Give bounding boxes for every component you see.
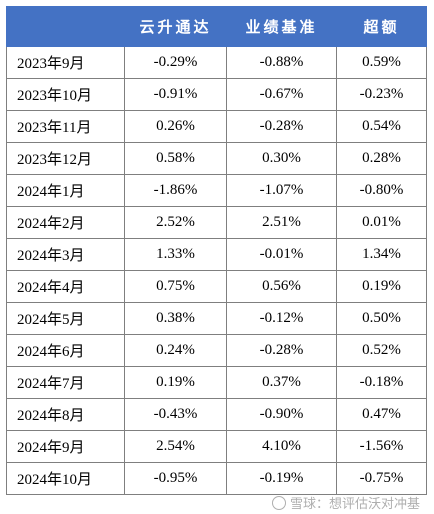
table-row: 2024年5月 0.38% -0.12% 0.50% <box>6 302 427 335</box>
table-row: 2023年10月 -0.91% -0.67% -0.23% <box>6 78 427 111</box>
benchmark-return-cell: -0.28% <box>226 334 337 367</box>
benchmark-return-cell: -0.28% <box>226 110 337 143</box>
table-row: 2023年9月 -0.29% -0.88% 0.59% <box>6 46 427 79</box>
excess-return-cell: 1.34% <box>336 238 427 271</box>
excess-return-cell: 0.54% <box>336 110 427 143</box>
table-header-row: 云升通达 业绩基准 超额 <box>6 6 427 47</box>
benchmark-return-cell: 0.37% <box>226 366 337 399</box>
excess-return-cell: 0.28% <box>336 142 427 175</box>
table-row: 2024年6月 0.24% -0.28% 0.52% <box>6 334 427 367</box>
excess-return-cell: 0.47% <box>336 398 427 431</box>
excess-return-cell: 0.01% <box>336 206 427 239</box>
fund-return-cell: 0.75% <box>124 270 227 303</box>
fund-return-cell: -0.43% <box>124 398 227 431</box>
benchmark-return-cell: -0.01% <box>226 238 337 271</box>
header-fund: 云升通达 <box>124 6 227 47</box>
benchmark-return-cell: -0.19% <box>226 462 337 495</box>
month-cell: 2024年4月 <box>6 270 125 303</box>
month-cell: 2024年9月 <box>6 430 125 463</box>
fund-return-cell: 0.24% <box>124 334 227 367</box>
table-row: 2024年2月 2.52% 2.51% 0.01% <box>6 206 427 239</box>
fund-return-cell: -1.86% <box>124 174 227 207</box>
excess-return-cell: 0.59% <box>336 46 427 79</box>
excess-return-cell: 0.19% <box>336 270 427 303</box>
benchmark-return-cell: 2.51% <box>226 206 337 239</box>
table-row: 2024年3月 1.33% -0.01% 1.34% <box>6 238 427 271</box>
excess-return-cell: -0.18% <box>336 366 427 399</box>
benchmark-return-cell: -0.88% <box>226 46 337 79</box>
fund-return-cell: -0.91% <box>124 78 227 111</box>
fund-return-cell: 2.54% <box>124 430 227 463</box>
month-cell: 2024年10月 <box>6 462 125 495</box>
benchmark-return-cell: -0.67% <box>226 78 337 111</box>
fund-return-cell: 1.33% <box>124 238 227 271</box>
benchmark-return-cell: 4.10% <box>226 430 337 463</box>
fund-return-cell: 0.19% <box>124 366 227 399</box>
table-row: 2024年8月 -0.43% -0.90% 0.47% <box>6 398 427 431</box>
benchmark-return-cell: 0.56% <box>226 270 337 303</box>
month-cell: 2024年1月 <box>6 174 125 207</box>
month-cell: 2024年5月 <box>6 302 125 335</box>
benchmark-return-cell: -1.07% <box>226 174 337 207</box>
month-cell: 2024年7月 <box>6 366 125 399</box>
watermark: 雪球：想评估沃对冲基 <box>271 493 420 512</box>
header-benchmark: 业绩基准 <box>226 6 337 47</box>
fund-return-cell: 0.26% <box>124 110 227 143</box>
table-row: 2024年1月 -1.86% -1.07% -0.80% <box>6 174 427 207</box>
benchmark-return-cell: -0.90% <box>226 398 337 431</box>
excess-return-cell: 0.50% <box>336 302 427 335</box>
excess-return-cell: -0.75% <box>336 462 427 495</box>
table-row: 2024年4月 0.75% 0.56% 0.19% <box>6 270 427 303</box>
fund-return-cell: 2.52% <box>124 206 227 239</box>
month-cell: 2023年9月 <box>6 46 125 79</box>
month-cell: 2023年10月 <box>6 78 125 111</box>
fund-return-cell: 0.38% <box>124 302 227 335</box>
month-cell: 2024年3月 <box>6 238 125 271</box>
excess-return-cell: -0.80% <box>336 174 427 207</box>
month-cell: 2024年2月 <box>6 206 125 239</box>
month-cell: 2023年12月 <box>6 142 125 175</box>
excess-return-cell: -0.23% <box>336 78 427 111</box>
header-excess: 超额 <box>336 6 427 47</box>
excess-return-cell: -1.56% <box>336 430 427 463</box>
table-row: 2023年11月 0.26% -0.28% 0.54% <box>6 110 427 143</box>
table-row: 2024年7月 0.19% 0.37% -0.18% <box>6 366 427 399</box>
month-cell: 2023年11月 <box>6 110 125 143</box>
month-cell: 2024年6月 <box>6 334 125 367</box>
table-row: 2024年10月 -0.95% -0.19% -0.75% <box>6 462 427 495</box>
fund-return-cell: -0.29% <box>124 46 227 79</box>
watermark-text: 雪球：想评估沃对冲基 <box>289 497 420 512</box>
month-cell: 2024年8月 <box>6 398 125 431</box>
snowball-logo-icon <box>271 495 286 510</box>
fund-return-cell: 0.58% <box>124 142 227 175</box>
fund-return-cell: -0.95% <box>124 462 227 495</box>
table-row: 2024年9月 2.54% 4.10% -1.56% <box>6 430 427 463</box>
table-row: 2023年12月 0.58% 0.30% 0.28% <box>6 142 427 175</box>
header-month <box>6 6 125 47</box>
benchmark-return-cell: -0.12% <box>226 302 337 335</box>
benchmark-return-cell: 0.30% <box>226 142 337 175</box>
excess-return-cell: 0.52% <box>336 334 427 367</box>
monthly-returns-table: 云升通达 业绩基准 超额 2023年9月 -0.29% -0.88% 0.59%… <box>6 6 427 495</box>
